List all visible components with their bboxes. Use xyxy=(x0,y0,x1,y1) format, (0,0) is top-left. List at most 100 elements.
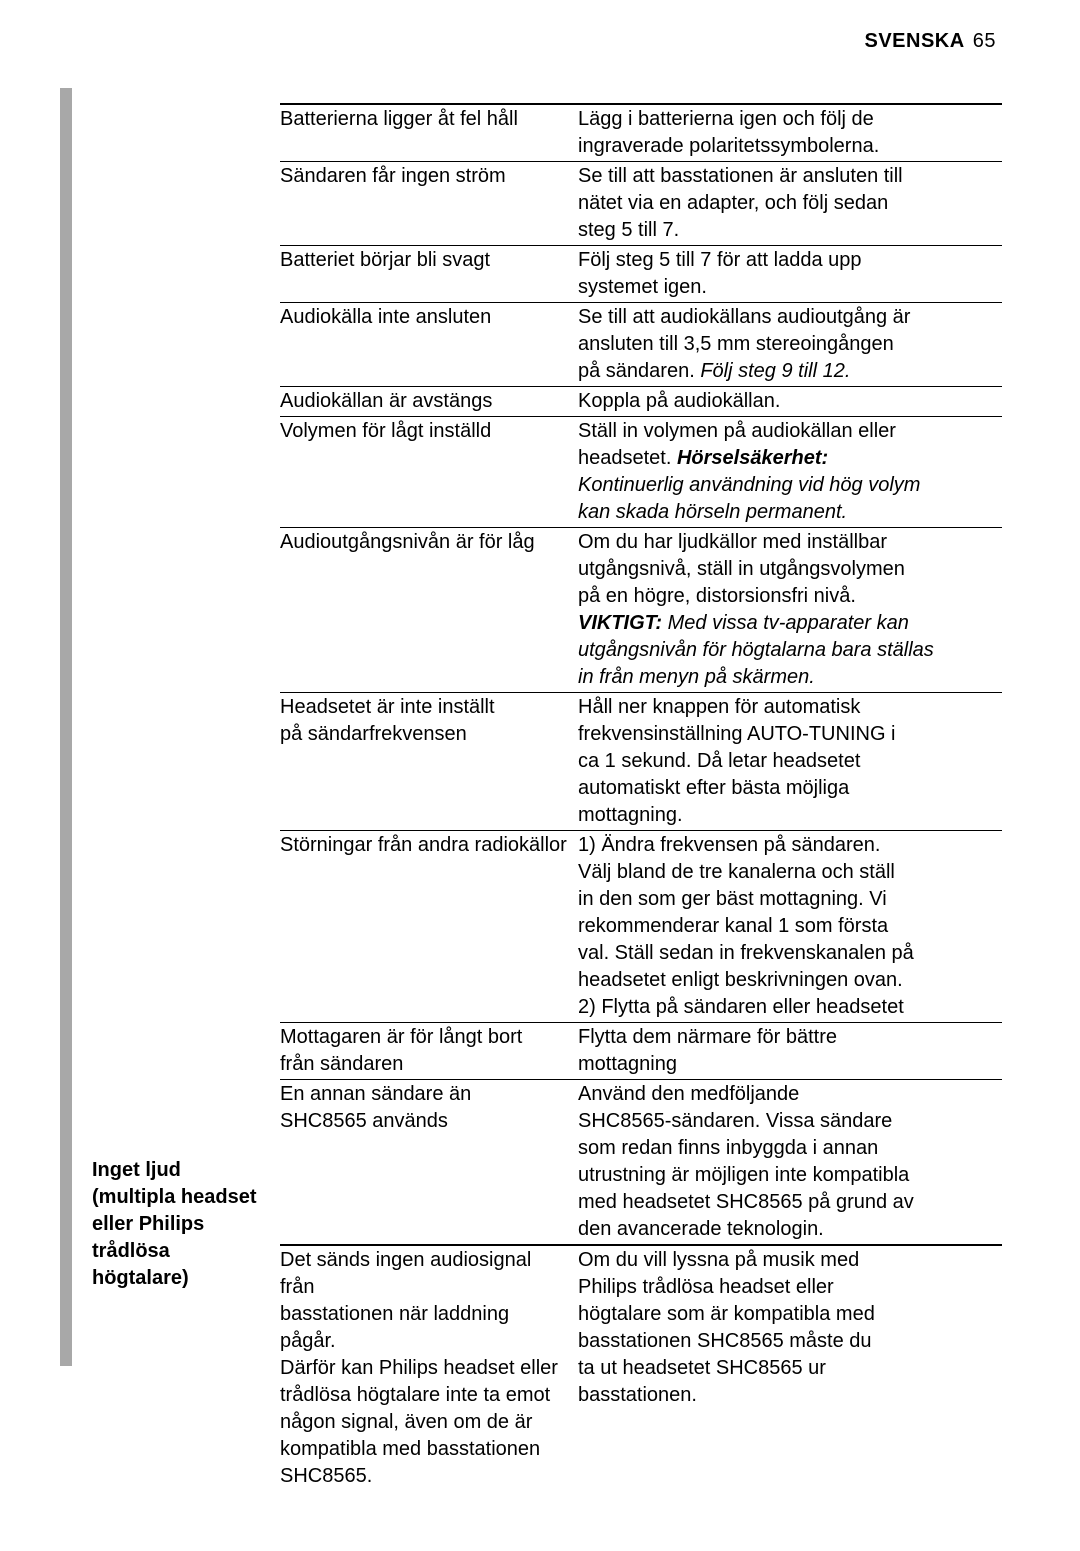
problem-cell: Sändaren får ingen ström xyxy=(280,162,578,246)
solution-cell: Se till att basstationen är ansluten til… xyxy=(578,162,1002,246)
problem-line: Störningar från andra radiokällor xyxy=(280,832,570,859)
text-span: på sändaren. xyxy=(578,360,700,382)
page-header: SVENSKA 65 xyxy=(60,30,1002,53)
problem-cell: Batteriet börjar bli svagt xyxy=(280,246,578,303)
solution-line: Se till att basstationen är ansluten til… xyxy=(578,163,1002,190)
text-span: Med vissa tv-apparater kan xyxy=(662,612,909,634)
table-row: Audiokällan är avstängs Koppla på audiokä… xyxy=(280,387,1002,417)
problem-cell: Störningar från andra radiokällor xyxy=(280,831,578,1023)
side-label-line: eller Philips xyxy=(92,1211,270,1238)
section-side-label: Inget ljud(multipla headseteller Philips… xyxy=(92,1157,270,1292)
solution-line: Philips trådlösa headset eller xyxy=(578,1274,1002,1301)
solution-line: nätet via en adapter, och följ sedan xyxy=(578,190,1002,217)
solution-line: Välj bland de tre kanalerna och ställ xyxy=(578,859,1002,886)
solution-line: kan skada hörseln permanent. xyxy=(578,499,1002,526)
solution-line: basstationen. xyxy=(578,1382,1002,1409)
table-row: Sändaren får ingen ström Se till att bass… xyxy=(280,162,1002,246)
table-row: Audioutgångsnivån är för låg Om du har lj… xyxy=(280,528,1002,693)
solution-line: headsetet enligt beskrivningen ovan. xyxy=(578,967,1002,994)
solution-cell: Om du har ljudkällor med inställbar utgån… xyxy=(578,528,1002,693)
solution-line: ta ut headsetet SHC8565 ur xyxy=(578,1355,1002,1382)
problem-line: Volymen för lågt inställd xyxy=(280,418,570,445)
solution-line: Håll ner knappen för automatisk xyxy=(578,694,1002,721)
solution-line: 2) Flytta på sändaren eller headsetet xyxy=(578,994,1002,1021)
problem-cell: Volymen för lågt inställd xyxy=(280,417,578,528)
solution-line: mottagning xyxy=(578,1051,1002,1078)
problem-cell: Batterierna ligger åt fel håll xyxy=(280,104,578,162)
solution-line: 1) Ändra frekvensen på sändaren. xyxy=(578,832,1002,859)
problem-cell: Det sänds ingen audiosignal frånbasstati… xyxy=(280,1245,578,1491)
problem-line: kompatibla med basstationen xyxy=(280,1436,570,1463)
solution-line: ansluten till 3,5 mm stereoingången xyxy=(578,331,1002,358)
solution-cell: Följ steg 5 till 7 för att ladda uppsyst… xyxy=(578,246,1002,303)
page: SVENSKA 65 Inget ljud(multipla headsetel… xyxy=(0,0,1080,1551)
solution-line: systemet igen. xyxy=(578,274,1002,301)
solution-line: automatiskt efter bästa möjliga xyxy=(578,775,1002,802)
solution-line: med headsetet SHC8565 på grund av xyxy=(578,1189,1002,1216)
problem-cell: Audiokällan är avstängs xyxy=(280,387,578,417)
problem-line: Batterierna ligger åt fel håll xyxy=(280,106,570,133)
side-label-line: Inget ljud xyxy=(92,1157,270,1184)
solution-line: headsetet. Hörselsäkerhet: xyxy=(578,445,1002,472)
solution-cell: Ställ in volymen på audiokällan ellerhea… xyxy=(578,417,1002,528)
problem-line: Batteriet börjar bli svagt xyxy=(280,247,570,274)
table-row: En annan sändare änSHC8565 används Använd… xyxy=(280,1080,1002,1246)
solution-line: frekvensinställning AUTO-TUNING i xyxy=(578,721,1002,748)
table-row: Det sänds ingen audiosignal frånbasstati… xyxy=(280,1245,1002,1491)
problem-line: Audiokällan är avstängs xyxy=(280,388,570,415)
problem-line: SHC8565 används xyxy=(280,1108,570,1135)
solution-line: utrustning är möjligen inte kompatibla xyxy=(578,1162,1002,1189)
solution-line: Ställ in volymen på audiokällan eller xyxy=(578,418,1002,445)
problem-line: trådlösa högtalare inte ta emot xyxy=(280,1382,570,1409)
problem-line: Därför kan Philips headset eller xyxy=(280,1355,570,1382)
problem-line: En annan sändare än xyxy=(280,1081,570,1108)
solution-line: utgångsnivån för högtalarna bara ställas xyxy=(578,637,1002,664)
solution-cell: Använd den medföljandeSHC8565-sändaren. … xyxy=(578,1080,1002,1246)
problem-line: Audiokälla inte ansluten xyxy=(280,304,570,331)
solution-line: ca 1 sekund. Då letar headsetet xyxy=(578,748,1002,775)
solution-line: den avancerade teknologin. xyxy=(578,1216,1002,1243)
problem-line: Headsetet är inte inställt xyxy=(280,694,570,721)
solution-line: Lägg i batterierna igen och följ de xyxy=(578,106,1002,133)
problem-line: någon signal, även om de är xyxy=(280,1409,570,1436)
table-row: Mottagaren är för långt bortfrån sändare… xyxy=(280,1023,1002,1080)
problem-line: Det sänds ingen audiosignal från xyxy=(280,1247,570,1301)
solution-line: in från menyn på skärmen. xyxy=(578,664,1002,691)
solution-cell: 1) Ändra frekvensen på sändaren.Välj bla… xyxy=(578,831,1002,1023)
solution-line: mottagning. xyxy=(578,802,1002,829)
problem-line: basstationen när laddning pågår. xyxy=(280,1301,570,1355)
text-span: VIKTIGT: xyxy=(578,612,662,634)
content-area: Batterierna ligger åt fel håll Lägg i bat… xyxy=(280,103,1002,1491)
solution-line: ingraverade polaritetssymbolerna. xyxy=(578,133,1002,160)
solution-cell: Lägg i batterierna igen och följ deingra… xyxy=(578,104,1002,162)
text-span: Hörselsäkerhet: xyxy=(677,447,828,469)
table-row: Batterierna ligger åt fel håll Lägg i bat… xyxy=(280,104,1002,162)
solution-line: på sändaren. Följ steg 9 till 12. xyxy=(578,358,1002,385)
side-accent-bar xyxy=(60,88,72,1366)
solution-cell: Håll ner knappen för automatiskfrekvensi… xyxy=(578,693,1002,831)
header-language: SVENSKA xyxy=(864,30,964,52)
solution-line: Kontinuerlig användning vid hög volym xyxy=(578,472,1002,499)
problem-line: från sändaren xyxy=(280,1051,570,1078)
problem-line: Audioutgångsnivån är för låg xyxy=(280,529,570,556)
solution-line: rekommenderar kanal 1 som första xyxy=(578,913,1002,940)
problem-line: SHC8565. xyxy=(280,1463,570,1490)
solution-line: Flytta dem närmare för bättre xyxy=(578,1024,1002,1051)
solution-line: som redan finns inbyggda i annan xyxy=(578,1135,1002,1162)
problem-line: på sändarfrekvensen xyxy=(280,721,570,748)
problem-line: Sändaren får ingen ström xyxy=(280,163,570,190)
problem-cell: Headsetet är inte inställtpå sändarfrekv… xyxy=(280,693,578,831)
solution-line: steg 5 till 7. xyxy=(578,217,1002,244)
solution-cell: Koppla på audiokällan. xyxy=(578,387,1002,417)
solution-line: basstationen SHC8565 måste du xyxy=(578,1328,1002,1355)
problem-cell: Mottagaren är för långt bortfrån sändare… xyxy=(280,1023,578,1080)
solution-line: Om du har ljudkällor med inställbar xyxy=(578,529,1002,556)
solution-cell: Flytta dem närmare för bättremottagning xyxy=(578,1023,1002,1080)
text-span: headsetet. xyxy=(578,447,677,469)
solution-cell: Se till att audiokällans audioutgång ära… xyxy=(578,303,1002,387)
table-row: Batteriet börjar bli svagt Följ steg 5 ti… xyxy=(280,246,1002,303)
side-label-line: högtalare) xyxy=(92,1265,270,1292)
problem-cell: Audiokälla inte ansluten xyxy=(280,303,578,387)
solution-line: SHC8565-sändaren. Vissa sändare xyxy=(578,1108,1002,1135)
table-row: Audiokälla inte ansluten Se till att audi… xyxy=(280,303,1002,387)
